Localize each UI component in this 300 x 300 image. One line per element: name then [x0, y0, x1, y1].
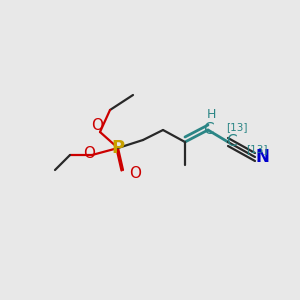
Text: O: O: [129, 166, 141, 181]
Text: P: P: [111, 139, 124, 157]
Text: C: C: [203, 122, 213, 137]
Text: N: N: [255, 148, 269, 166]
Text: [13]: [13]: [246, 144, 268, 154]
Text: C: C: [226, 134, 236, 149]
Text: H: H: [206, 109, 216, 122]
Text: O: O: [83, 146, 95, 160]
Text: [13]: [13]: [226, 122, 248, 132]
Text: O: O: [91, 118, 103, 134]
